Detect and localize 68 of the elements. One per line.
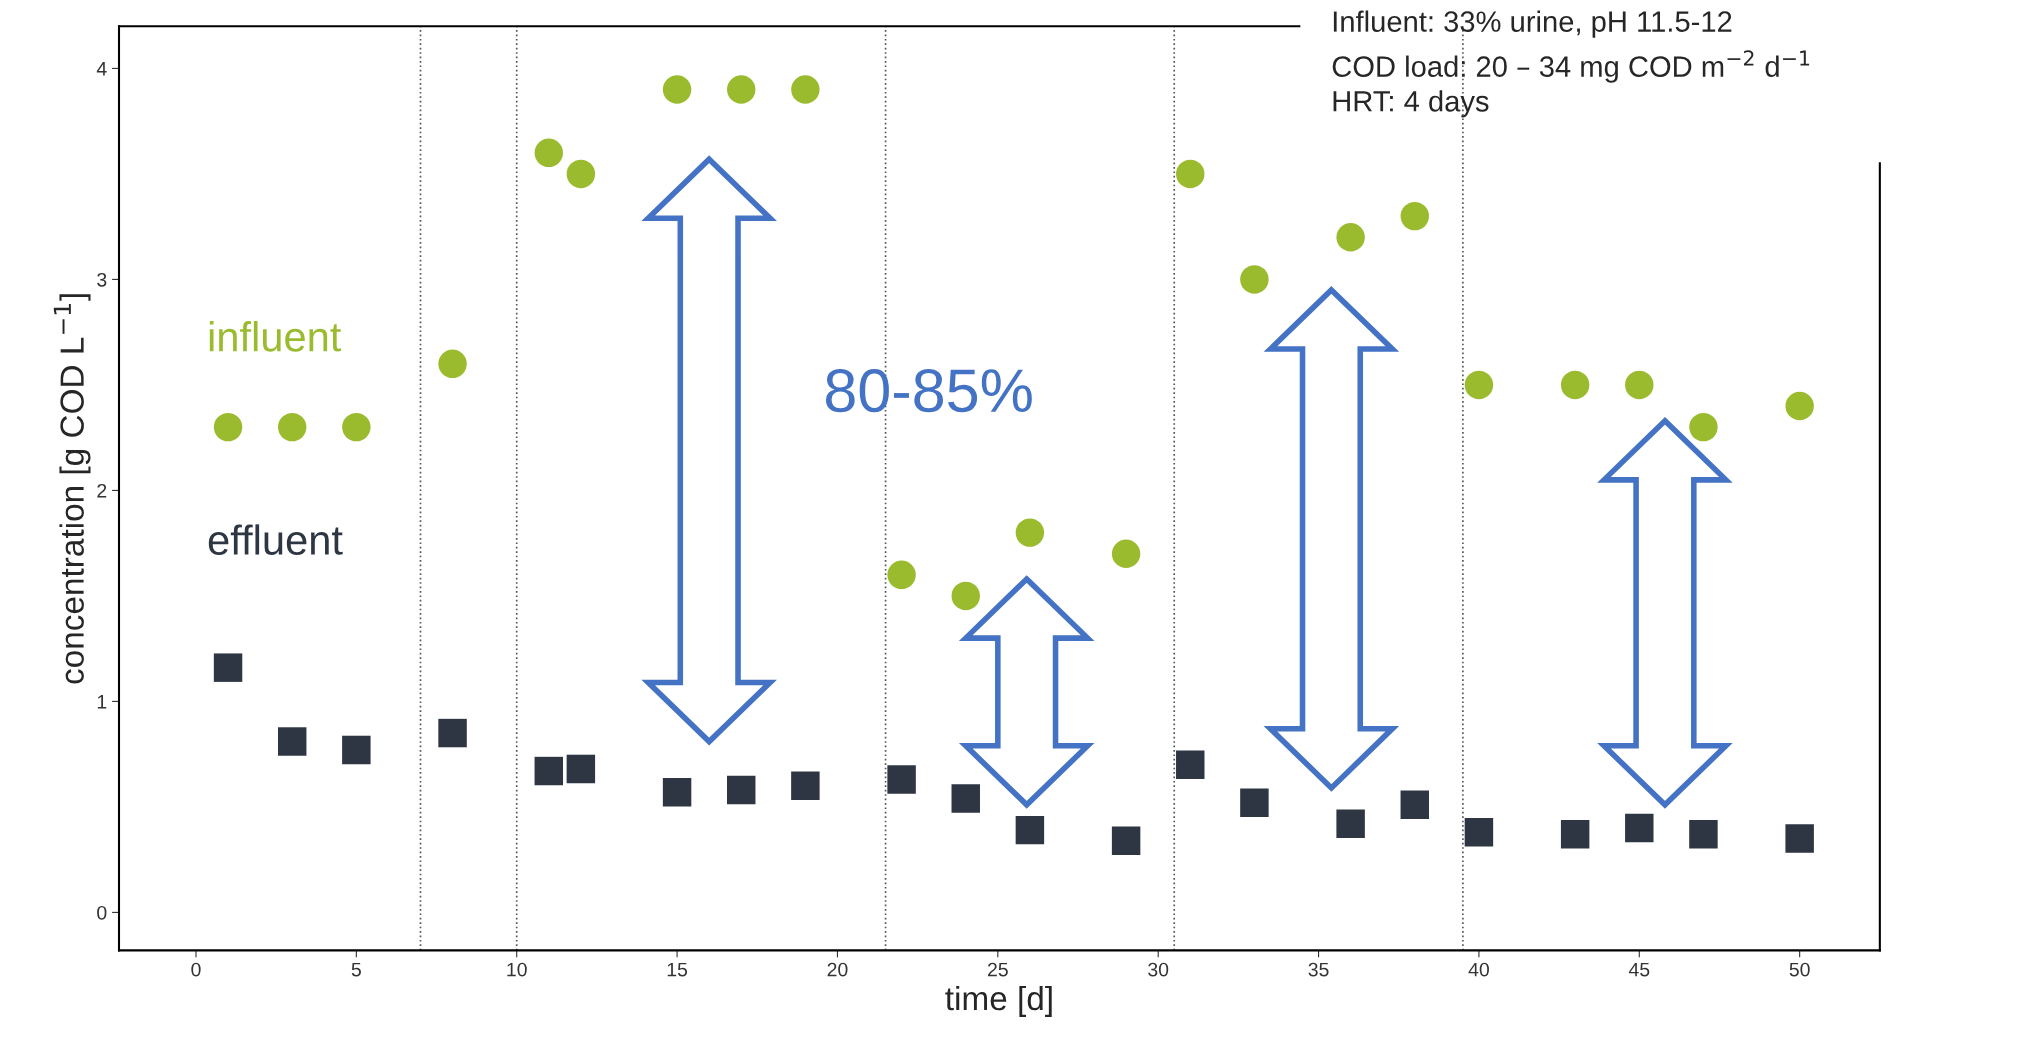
point xyxy=(1625,813,1654,843)
point xyxy=(1176,750,1205,779)
point xyxy=(342,735,371,765)
point xyxy=(1689,412,1718,442)
point xyxy=(951,784,980,813)
x-tick-label: 5 xyxy=(351,962,361,977)
x-axis-title: time [d] xyxy=(945,985,1052,1017)
point xyxy=(887,765,916,794)
x-tick-label: 20 xyxy=(827,962,848,977)
annotation: COD load: 20 – 34 mg COD m$^{−2}$ d$^{−1}$ xyxy=(1332,50,1810,83)
point xyxy=(727,75,756,104)
y-tick-label: 4 xyxy=(96,62,107,76)
point xyxy=(1464,818,1494,847)
point xyxy=(951,581,980,611)
x-tick-label: 45 xyxy=(1628,962,1650,977)
y-axis-title: concentration [g COD L$^{−1}$] xyxy=(53,294,91,684)
y-tick-label: 3 xyxy=(97,272,107,287)
point xyxy=(727,775,756,805)
point xyxy=(342,412,371,442)
y-tick-label: 2 xyxy=(97,483,107,498)
annotation: 80-85% xyxy=(825,369,1032,413)
point xyxy=(791,771,820,801)
x-tick-label: 15 xyxy=(667,962,688,977)
point xyxy=(662,777,692,807)
x-tick-label: 25 xyxy=(987,962,1008,977)
x-tick-label: 10 xyxy=(507,962,527,977)
text: effluent xyxy=(208,524,343,555)
point xyxy=(1111,539,1141,568)
point xyxy=(1560,370,1590,400)
x-tick-label: 35 xyxy=(1308,962,1329,977)
x-tick-label: 30 xyxy=(1148,962,1169,977)
point xyxy=(566,754,596,784)
point xyxy=(1560,820,1590,849)
point xyxy=(1400,201,1430,231)
point xyxy=(1625,370,1654,400)
y-tick-label: 0 xyxy=(97,905,107,920)
point xyxy=(1336,222,1365,252)
point xyxy=(1400,790,1430,820)
point xyxy=(1785,391,1814,421)
point xyxy=(277,727,307,756)
x-tick-label: 0 xyxy=(191,962,201,977)
point xyxy=(1464,370,1494,400)
point xyxy=(887,560,916,590)
point xyxy=(1240,265,1269,294)
point xyxy=(438,349,467,379)
series-label: influent xyxy=(209,321,342,352)
point xyxy=(438,718,467,748)
point xyxy=(213,412,243,442)
point xyxy=(662,75,692,104)
point xyxy=(1785,824,1814,853)
point xyxy=(1336,809,1365,839)
point xyxy=(1176,159,1205,189)
y-tick-label: 1 xyxy=(97,695,107,709)
point xyxy=(1111,826,1141,855)
point xyxy=(1015,518,1045,547)
x-tick-label: 50 xyxy=(1789,962,1810,977)
annotation: Influent: 33% urine, pH 11.5-12 xyxy=(1333,10,1732,38)
point xyxy=(277,412,307,442)
point xyxy=(1689,820,1718,849)
point xyxy=(791,75,820,104)
point xyxy=(534,138,564,168)
point xyxy=(213,653,243,682)
point xyxy=(566,159,596,189)
annotation: HRT: 4 days xyxy=(1333,90,1489,118)
x-tick-label: 40 xyxy=(1468,962,1489,977)
point xyxy=(1015,815,1045,845)
point xyxy=(534,756,564,786)
point xyxy=(1240,788,1269,817)
